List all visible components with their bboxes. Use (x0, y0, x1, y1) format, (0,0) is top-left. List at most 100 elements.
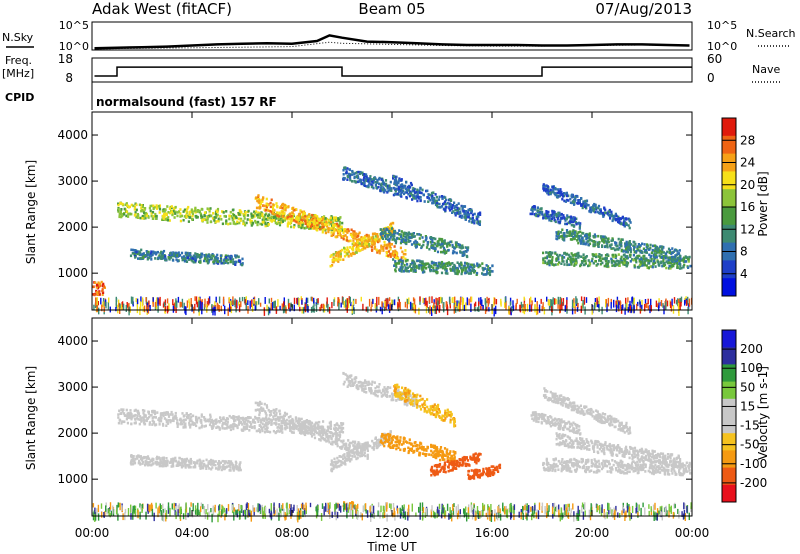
range-cell (410, 235, 414, 239)
range-cell (574, 196, 577, 200)
range-cell (198, 253, 201, 257)
range-cell (184, 256, 187, 260)
range-cell (151, 210, 155, 214)
range-cell (381, 188, 384, 191)
range-cell (600, 235, 603, 238)
range-cell (286, 216, 289, 219)
range-cell (208, 259, 211, 262)
range-cell (638, 249, 641, 252)
range-cell (352, 230, 355, 233)
range-cell (393, 264, 396, 267)
range-cell (283, 212, 286, 215)
ground-cell (678, 298, 680, 306)
range-cell (346, 174, 349, 178)
range-cell (282, 218, 285, 222)
range-cell (638, 260, 641, 263)
range-cell (343, 254, 347, 258)
range-cell (383, 228, 386, 232)
range-cell (471, 269, 474, 272)
range-cell (381, 230, 384, 234)
range-cell (365, 185, 368, 188)
range-cell (176, 259, 179, 263)
range-cell (628, 245, 631, 248)
range-cell (567, 257, 570, 260)
range-cell (270, 218, 274, 222)
range-cell (365, 175, 368, 178)
range-cell (358, 179, 361, 183)
range-cell (611, 219, 614, 223)
ground-cell (551, 299, 553, 307)
range-cell (591, 240, 595, 243)
range-cell (270, 220, 273, 223)
range-cell (97, 286, 100, 290)
range-cell (151, 410, 154, 413)
range-cell (628, 219, 631, 223)
range-cell (339, 258, 342, 261)
range-cell (357, 247, 360, 250)
range-cell (263, 419, 266, 422)
ground-cell (120, 304, 123, 310)
range-cell (253, 426, 256, 429)
range-cell (563, 252, 566, 255)
range-cell (675, 253, 678, 256)
range-cell (390, 243, 393, 246)
range-cell (303, 219, 307, 223)
range-cell (611, 264, 614, 267)
ground-cell (98, 307, 100, 315)
range-cell (161, 218, 164, 221)
range-cell (200, 214, 203, 217)
y-tick-label: 4000 (57, 128, 88, 142)
range-cell (345, 236, 349, 239)
range-cell (649, 246, 652, 250)
range-cell (194, 206, 197, 210)
range-cell (264, 213, 267, 217)
range-cell (150, 250, 153, 253)
range-cell (566, 215, 569, 219)
range-cell (575, 217, 578, 221)
ground-cell (432, 305, 434, 313)
range-cell (215, 418, 218, 421)
range-cell (475, 215, 478, 219)
range-cell (137, 257, 140, 260)
scatter-band (392, 174, 482, 226)
range-cell (233, 213, 236, 217)
range-cell (196, 253, 199, 257)
range-cell (174, 255, 177, 258)
range-cell (191, 212, 194, 216)
range-cell (328, 426, 331, 429)
range-cell (157, 204, 160, 208)
range-cell (138, 418, 142, 421)
range-cell (403, 263, 406, 267)
range-cell (214, 213, 217, 216)
ground-cell (598, 296, 600, 305)
range-cell (388, 187, 391, 190)
ground-cell (122, 303, 125, 311)
range-cell (341, 235, 344, 238)
ground-cell (449, 296, 451, 305)
range-cell (382, 190, 385, 193)
range-cell (270, 215, 273, 219)
range-cell (610, 259, 613, 262)
range-cell (297, 216, 300, 220)
range-cell (646, 266, 649, 269)
range-cell (454, 243, 458, 246)
range-cell (573, 220, 576, 223)
range-cell (120, 408, 123, 411)
range-cell (558, 221, 562, 224)
range-cell (605, 257, 608, 260)
range-cell (558, 194, 562, 198)
range-cell (406, 263, 409, 266)
range-cell (244, 420, 247, 424)
range-cell (439, 263, 442, 266)
range-cell (529, 212, 532, 216)
range-cell (658, 254, 661, 257)
range-cell (228, 414, 231, 418)
range-cell (446, 245, 449, 248)
range-cell (309, 227, 312, 230)
range-cell (394, 193, 397, 196)
ground-cell (629, 305, 631, 310)
range-cell (622, 221, 625, 224)
ground-cell (410, 301, 412, 310)
ground-cell (222, 296, 225, 305)
ground-cell (465, 302, 467, 311)
